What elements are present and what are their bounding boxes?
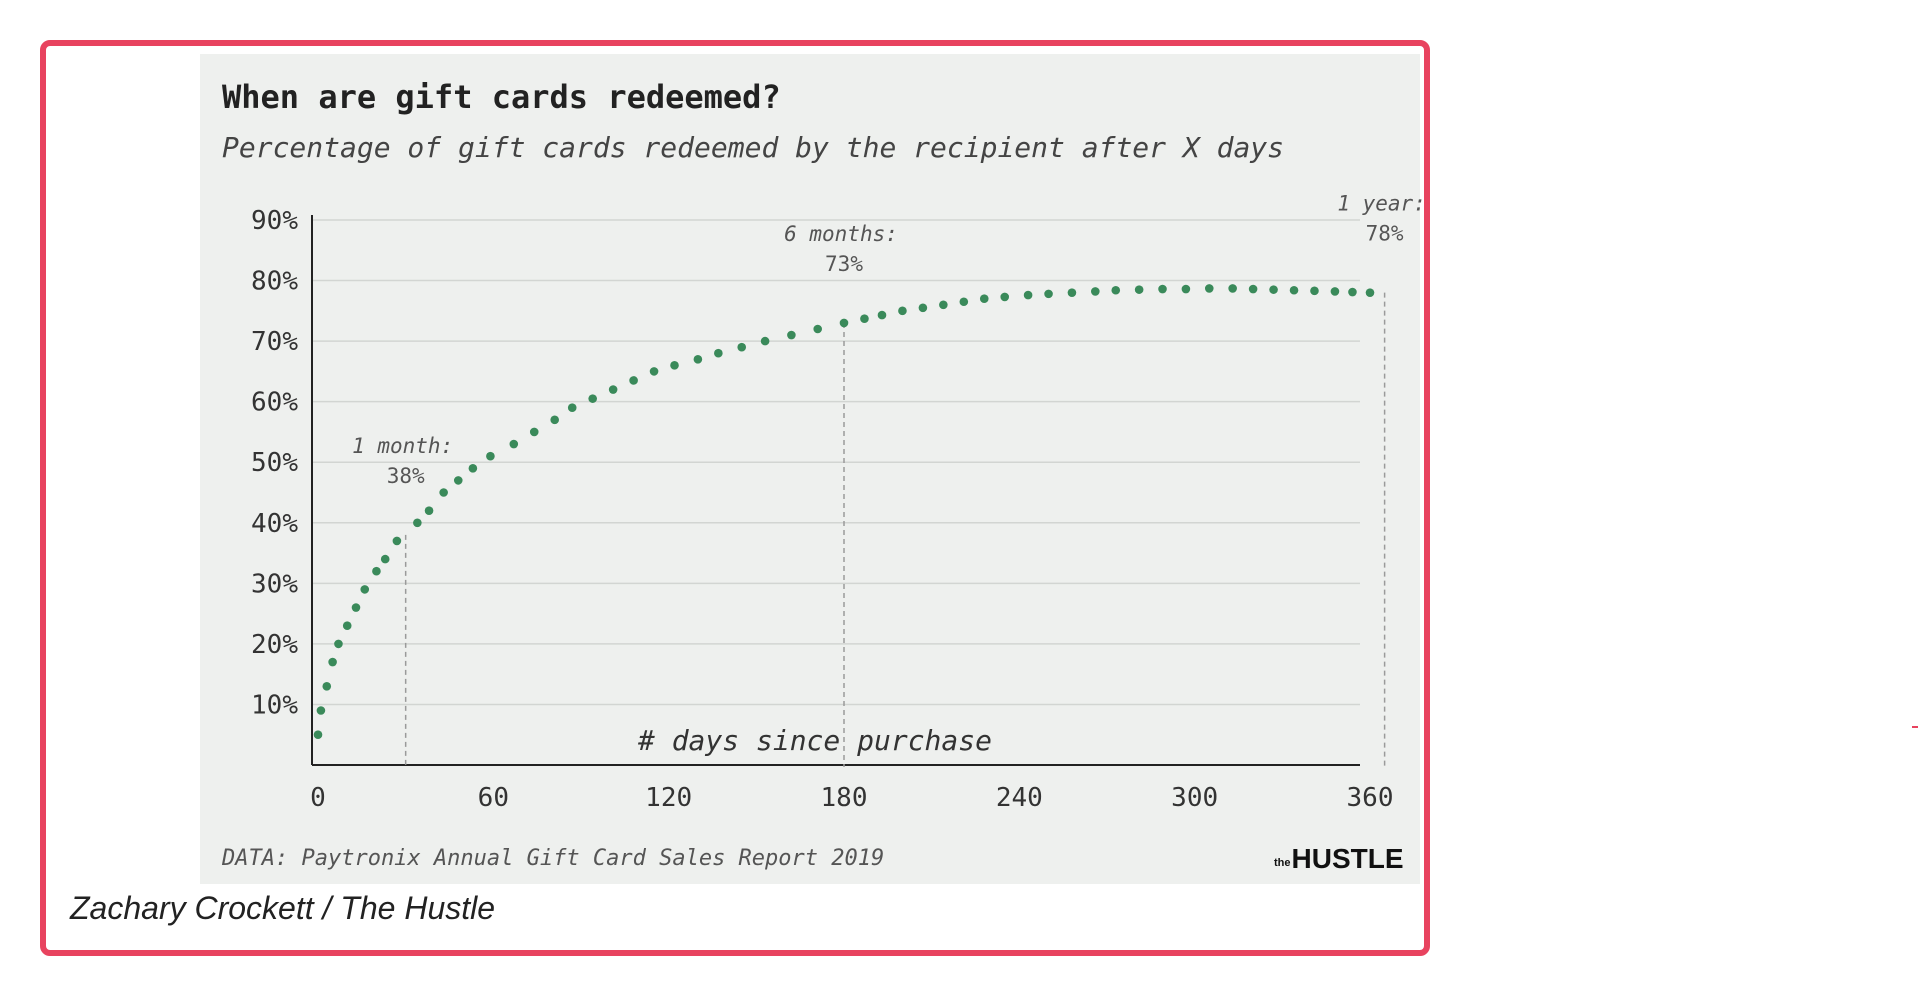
data-point — [670, 361, 679, 370]
data-point — [1365, 288, 1375, 297]
data-point — [322, 681, 332, 691]
data-point — [898, 306, 907, 316]
data-point — [629, 376, 638, 385]
y-tick-label: 50% — [251, 448, 298, 478]
data-point — [1000, 292, 1010, 302]
data-point — [1091, 287, 1100, 296]
data-point — [550, 415, 559, 425]
data-point — [567, 403, 577, 413]
data-point — [380, 554, 390, 564]
data-point — [1067, 288, 1077, 297]
source-note: DATA: Paytronix Annual Gift Card Sales R… — [222, 846, 885, 871]
data-point — [1134, 285, 1144, 294]
y-tick-label: 40% — [251, 509, 298, 539]
chart-subtitle: Percentage of gift cards redeemed by the… — [222, 131, 1285, 164]
data-point — [424, 506, 434, 515]
data-point — [877, 310, 887, 320]
data-point — [334, 639, 343, 649]
data-point — [372, 566, 381, 576]
x-tick-label: 360 — [1347, 783, 1394, 813]
data-point — [737, 342, 747, 352]
data-point — [608, 385, 618, 394]
data-point — [313, 730, 323, 740]
data-point — [1044, 289, 1053, 299]
x-tick-label: 0 — [310, 783, 326, 813]
data-point — [392, 536, 402, 546]
data-point — [342, 621, 352, 631]
data-point — [413, 518, 422, 528]
annotation-label: 1 month: — [352, 434, 453, 458]
annotation-value: 38% — [387, 464, 425, 488]
data-point — [1248, 284, 1258, 294]
data-point — [439, 488, 448, 497]
chart-panel — [200, 54, 1420, 884]
data-point — [468, 463, 478, 473]
data-point — [1023, 290, 1033, 300]
data-point — [1111, 285, 1121, 295]
data-point — [1181, 284, 1191, 294]
hustle-logo: theHUSTLE — [1274, 843, 1404, 874]
data-point — [939, 300, 948, 310]
y-tick-label: 90% — [251, 206, 298, 236]
data-point — [649, 367, 659, 376]
y-tick-label: 80% — [251, 267, 298, 297]
data-point — [839, 318, 849, 328]
data-point — [486, 451, 495, 461]
y-tick-label: 20% — [251, 630, 298, 660]
x-tick-label: 60 — [478, 783, 509, 813]
data-point — [1310, 286, 1319, 296]
data-point — [918, 303, 928, 313]
data-point — [509, 439, 519, 449]
data-point — [1158, 284, 1167, 294]
data-point — [328, 657, 337, 667]
annotation-label: 6 months: — [784, 222, 898, 246]
x-tick-label: 240 — [996, 783, 1043, 813]
data-point — [1228, 284, 1237, 293]
data-point — [1289, 285, 1299, 295]
x-tick-label: 300 — [1171, 783, 1218, 813]
data-point — [529, 427, 539, 437]
annotation-value: 78% — [1366, 222, 1404, 246]
data-point — [351, 603, 361, 612]
data-point — [1269, 285, 1278, 294]
data-point — [316, 706, 326, 715]
data-point — [979, 294, 989, 304]
data-point — [1348, 287, 1357, 297]
stray-mark — [1912, 726, 1918, 728]
data-point — [760, 336, 770, 346]
data-point — [787, 330, 796, 340]
data-point — [1330, 287, 1340, 296]
data-point — [453, 476, 463, 485]
data-point — [860, 314, 869, 324]
annotation-value: 73% — [825, 252, 863, 276]
image-caption: Zachary Crockett / The Hustle — [70, 890, 496, 926]
data-point — [693, 354, 703, 364]
x-axis-label: # days since purchase — [637, 724, 992, 757]
annotation-label: 1 year: — [1337, 192, 1426, 216]
y-tick-label: 30% — [251, 569, 298, 599]
x-tick-label: 180 — [821, 783, 868, 813]
data-point — [813, 324, 822, 334]
data-point — [588, 394, 597, 403]
chart-title: When are gift cards redeemed? — [222, 78, 781, 116]
data-point — [360, 585, 370, 594]
y-tick-label: 60% — [251, 388, 298, 418]
data-point — [1204, 284, 1214, 293]
y-tick-label: 70% — [251, 327, 298, 357]
data-point — [714, 348, 723, 358]
y-tick-label: 10% — [251, 690, 298, 720]
data-point — [959, 297, 969, 307]
x-tick-label: 120 — [645, 783, 692, 813]
